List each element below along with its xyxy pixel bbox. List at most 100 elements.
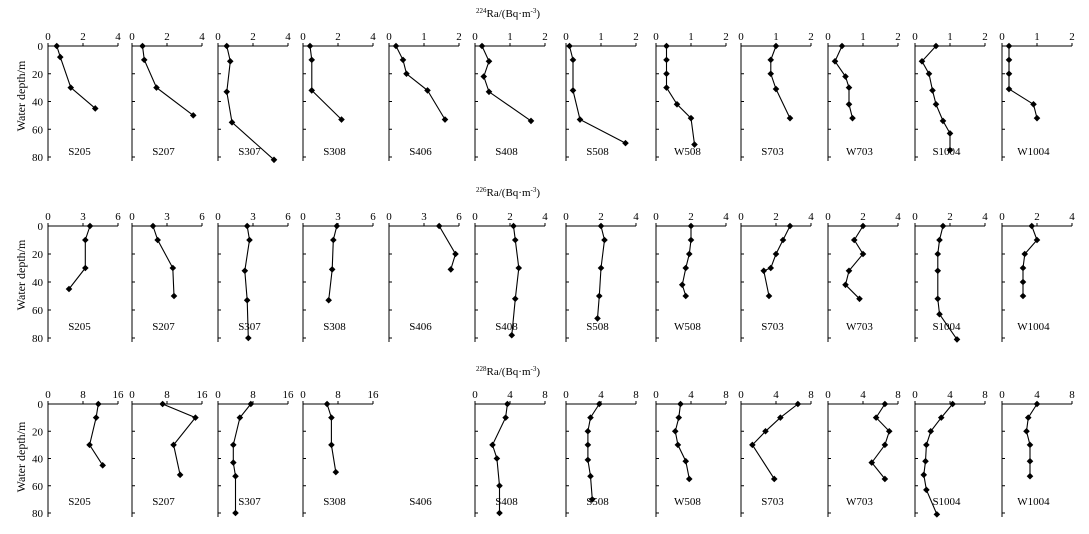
data-point: [1033, 400, 1041, 408]
data-point: [508, 331, 516, 339]
data-point: [424, 87, 431, 94]
y-tick-label: 20: [32, 69, 44, 81]
x-tick-label: 4: [115, 31, 121, 43]
x-tick-label: 0: [129, 211, 135, 223]
data-point: [587, 414, 594, 421]
y-tick-label: 60: [32, 305, 44, 317]
data-point: [949, 400, 956, 408]
station-label: S408: [495, 321, 518, 333]
panel-ra226-s307: S307 0 3 6: [215, 211, 291, 342]
x-tick-label: 4: [860, 389, 866, 401]
station-label: S308: [323, 146, 346, 158]
profile-line: [162, 403, 197, 476]
data-point: [403, 70, 410, 78]
data-point: [1019, 292, 1027, 300]
station-label: W1004: [1017, 321, 1050, 333]
x-tick-label: 0: [999, 389, 1005, 401]
panel-ra226-s406: S406 0 3 6: [386, 211, 462, 342]
data-point: [927, 427, 935, 435]
data-point: [232, 509, 239, 517]
data-point: [675, 414, 683, 421]
data-point: [936, 310, 943, 318]
data-point: [504, 400, 511, 408]
data-point: [770, 475, 778, 483]
x-tick-label: 2: [773, 211, 779, 223]
y-tick-label: 80: [32, 333, 44, 345]
data-point: [441, 116, 449, 123]
x-tick-label: 6: [456, 211, 462, 223]
data-point: [932, 42, 940, 50]
data-point: [169, 264, 177, 272]
profile-line: [1022, 225, 1038, 296]
x-tick-label: 1: [688, 31, 694, 43]
data-point: [527, 117, 535, 125]
panel-ra226-s207: S207 0 3 6: [129, 211, 205, 342]
x-tick-label: 0: [912, 211, 918, 223]
station-label: S1004: [932, 146, 961, 158]
x-tick-label: 3: [421, 211, 427, 223]
profile-line: [770, 45, 791, 119]
data-point: [767, 264, 775, 272]
data-point: [323, 400, 331, 408]
data-point: [682, 292, 690, 300]
panel-ra226-w703: W703 0 2 4: [825, 211, 901, 342]
data-point: [1005, 70, 1013, 78]
panel-ra224-w508: W508 0 1 2: [653, 31, 729, 161]
x-tick-label: 0: [912, 389, 918, 401]
data-point: [772, 85, 780, 93]
data-point: [953, 336, 961, 343]
data-point: [270, 156, 278, 164]
data-point: [502, 414, 509, 421]
data-point: [939, 222, 947, 230]
data-point: [622, 139, 629, 147]
x-tick-label: 0: [300, 389, 306, 401]
data-point: [1028, 222, 1036, 230]
y-tick-label: 80: [32, 152, 44, 164]
data-point: [934, 267, 942, 275]
data-point: [760, 267, 768, 275]
data-point: [511, 236, 519, 244]
y-tick-label: 40: [32, 454, 44, 466]
data-point: [1033, 114, 1041, 122]
data-point: [838, 42, 846, 50]
x-tick-label: 4: [199, 31, 205, 43]
data-point: [306, 42, 314, 50]
panel-ra228-w703: W703 0 4 8: [825, 389, 901, 517]
data-point: [569, 87, 577, 94]
data-point: [1026, 457, 1034, 465]
data-point: [1030, 100, 1037, 108]
x-tick-label: 3: [80, 211, 86, 223]
data-point: [872, 414, 880, 421]
profile-line: [56, 45, 96, 109]
profile-line: [481, 45, 532, 122]
data-point: [140, 56, 148, 64]
x-tick-label: 2: [598, 211, 604, 223]
data-point: [308, 56, 316, 64]
x-tick-label: 0: [825, 389, 831, 401]
x-tick-label: 4: [1069, 211, 1075, 223]
data-point: [786, 222, 794, 230]
station-label: S308: [323, 496, 346, 508]
x-tick-label: 2: [895, 31, 901, 43]
data-point: [333, 222, 341, 230]
y-tick-label: 0: [38, 399, 44, 411]
data-point: [332, 468, 340, 476]
panel-ra228-s508: S508 0 4 8: [563, 389, 639, 517]
data-point: [868, 459, 876, 466]
x-tick-label: 6: [285, 211, 291, 223]
x-tick-label: 2: [860, 211, 866, 223]
data-point: [762, 427, 769, 435]
data-point: [923, 486, 930, 494]
x-tick-label: 0: [999, 31, 1005, 43]
x-tick-label: 2: [947, 211, 953, 223]
panel-ra224-s307: S307 0 2 4: [215, 31, 291, 164]
x-tick-label: 2: [688, 211, 694, 223]
y-tick-label: 60: [32, 481, 44, 493]
y-tick-label: 0: [38, 221, 44, 233]
data-point: [673, 100, 681, 108]
data-point: [595, 400, 603, 408]
data-point: [226, 57, 234, 65]
data-point: [65, 285, 73, 293]
